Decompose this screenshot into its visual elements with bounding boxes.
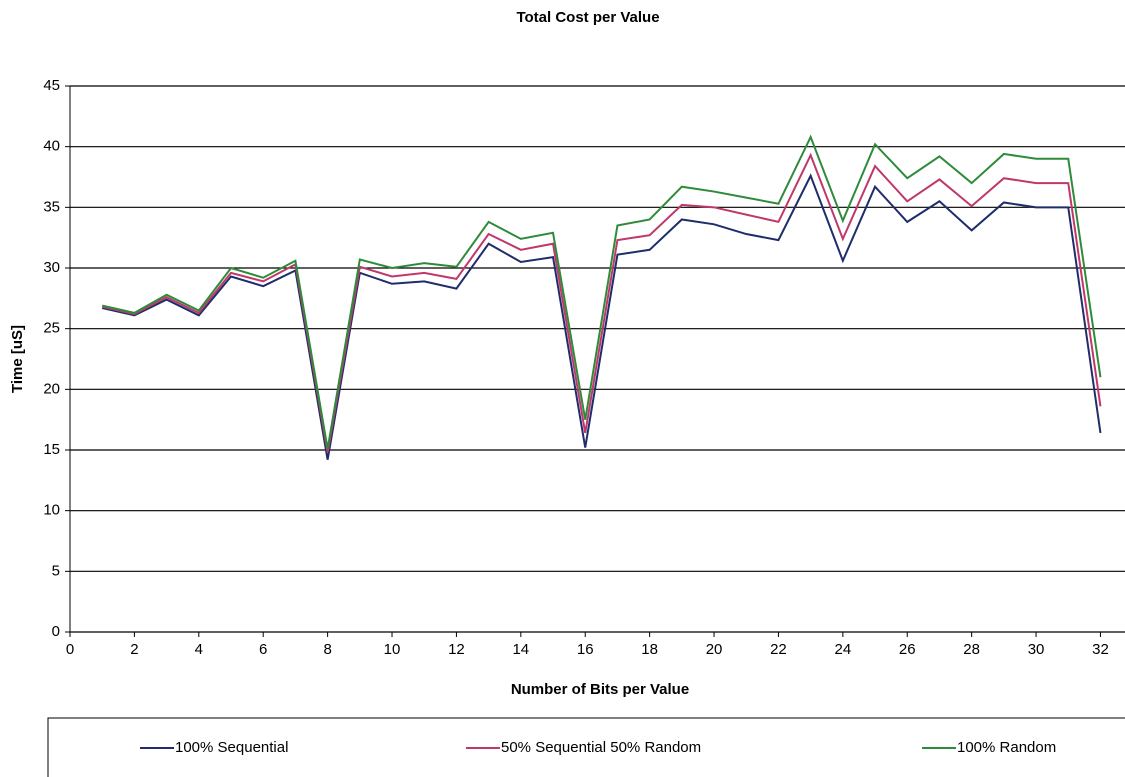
x-tick-label: 24 <box>835 641 852 658</box>
series-line <box>101 134 1102 449</box>
x-tick-label: 0 <box>66 641 74 658</box>
y-tick-label: 45 <box>43 77 60 94</box>
y-tick-label: 40 <box>43 138 60 155</box>
x-tick-label: 2 <box>130 641 138 658</box>
y-tick-label: 30 <box>43 259 60 276</box>
x-tick-label: 16 <box>577 641 594 658</box>
y-tick-label: 15 <box>43 441 60 458</box>
x-tick-label: 8 <box>323 641 331 658</box>
legend-label: 100% Sequential <box>175 739 288 756</box>
x-tick-label: 30 <box>1028 641 1045 658</box>
y-tick-label: 5 <box>52 562 60 579</box>
x-tick-label: 10 <box>384 641 401 658</box>
x-axis-label: Number of Bits per Value <box>511 681 689 698</box>
x-tick-label: 14 <box>512 641 529 658</box>
legend-label: 50% Sequential 50% Random <box>501 739 701 756</box>
x-tick-label: 12 <box>448 641 465 658</box>
y-tick-label: 20 <box>43 380 60 397</box>
legend-box <box>47 717 1125 777</box>
x-tick-label: 20 <box>706 641 723 658</box>
x-tick-label: 18 <box>641 641 658 658</box>
y-tick-label: 25 <box>43 320 60 337</box>
series-line <box>101 173 1102 460</box>
x-tick-label: 26 <box>899 641 916 658</box>
y-axis-label: Time [uS] <box>9 325 26 393</box>
y-tick-label: 0 <box>52 623 60 640</box>
y-tick-label: 10 <box>43 502 60 519</box>
legend-label: 100% Random <box>957 739 1056 756</box>
x-tick-label: 6 <box>259 641 267 658</box>
x-tick-label: 28 <box>963 641 980 658</box>
chart-title: Total Cost per Value <box>516 9 659 26</box>
x-tick-label: 22 <box>770 641 787 658</box>
x-tick-label: 4 <box>195 641 203 658</box>
y-tick-label: 35 <box>43 198 60 215</box>
x-tick-label: 32 <box>1092 641 1109 658</box>
series-line <box>101 152 1102 453</box>
